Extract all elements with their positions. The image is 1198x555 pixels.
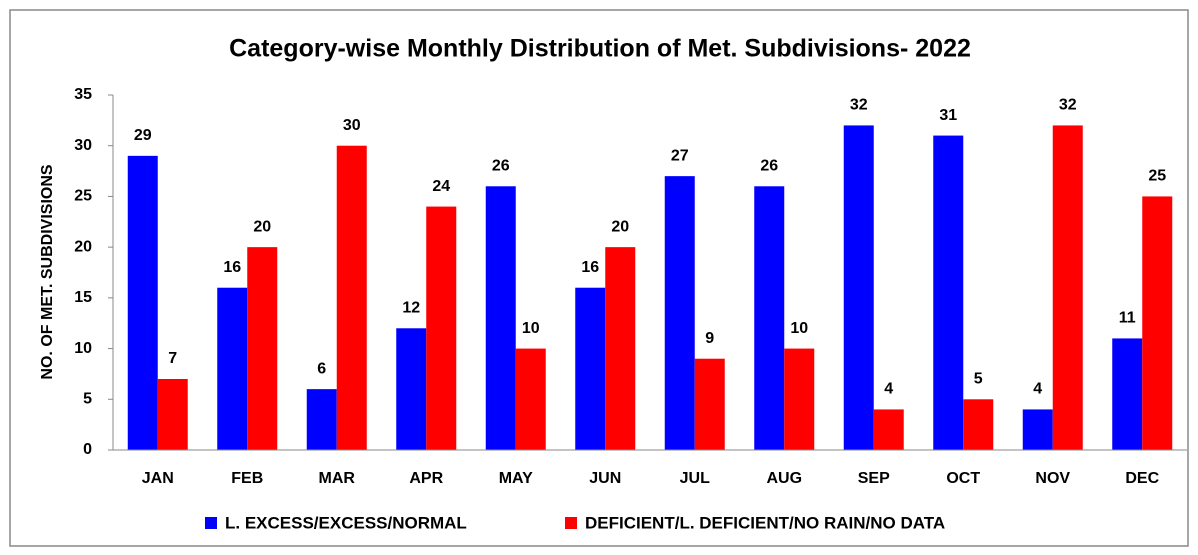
y-axis-label: NO. OF MET. SUBDIVISIONS: [39, 164, 56, 379]
bar: [754, 186, 785, 451]
data-label: 12: [402, 300, 420, 317]
x-tick-label: DEC: [1125, 470, 1159, 487]
data-label: 10: [790, 320, 808, 337]
bar: [873, 409, 904, 450]
x-tick-label: FEB: [231, 470, 263, 487]
bar: [1142, 196, 1173, 450]
data-label: 20: [253, 218, 271, 235]
data-label: 30: [343, 117, 361, 134]
x-tick-label: MAY: [499, 470, 533, 487]
bar: [426, 206, 457, 450]
bar: [963, 399, 994, 450]
data-label: 26: [760, 158, 778, 175]
data-label: 6: [317, 360, 326, 377]
data-label: 26: [492, 158, 510, 175]
y-tick-label: 20: [74, 238, 92, 255]
x-tick-label: APR: [409, 470, 443, 487]
data-label: 25: [1148, 168, 1166, 185]
data-label: 16: [223, 259, 241, 276]
bar: [784, 348, 815, 450]
y-tick-label: 5: [83, 391, 92, 408]
bar: [933, 135, 964, 451]
chart-title: Category-wise Monthly Distribution of Me…: [229, 35, 971, 63]
y-tick-label: 15: [74, 289, 92, 306]
bar: [247, 247, 278, 450]
data-label: 24: [432, 178, 450, 195]
legend-swatch: [205, 517, 217, 529]
bar: [1022, 409, 1053, 450]
chart-frame: [9, 9, 1189, 547]
data-label: 7: [168, 350, 177, 367]
x-tick-label: NOV: [1035, 470, 1070, 487]
x-tick-label: MAR: [319, 470, 356, 487]
bar: [396, 328, 427, 450]
bar: [694, 358, 725, 450]
data-label: 5: [974, 371, 983, 388]
bar: [157, 379, 188, 450]
bar: [575, 287, 606, 450]
data-label: 10: [522, 320, 540, 337]
data-label: 9: [705, 330, 714, 347]
data-label: 32: [1059, 97, 1077, 114]
y-tick-label: 0: [83, 441, 92, 458]
data-label: 20: [611, 218, 629, 235]
data-label: 31: [939, 107, 957, 124]
x-tick-label: JUN: [589, 470, 621, 487]
legend-label: DEFICIENT/L. DEFICIENT/NO RAIN/NO DATA: [585, 513, 945, 532]
bar: [127, 155, 158, 450]
bar: [336, 145, 367, 450]
bar: [515, 348, 546, 450]
x-tick-label: AUG: [766, 470, 802, 487]
data-label: 4: [884, 381, 893, 398]
y-tick-label: 25: [74, 188, 92, 205]
y-tick-label: 35: [74, 86, 92, 103]
bar: [1052, 125, 1083, 450]
bar: [664, 176, 695, 450]
bar: [843, 125, 874, 450]
bar: [217, 287, 248, 450]
data-label: 16: [581, 259, 599, 276]
data-label: 11: [1119, 310, 1136, 327]
legend-label: L. EXCESS/EXCESS/NORMAL: [225, 513, 467, 532]
bar: [605, 247, 636, 450]
data-label: 27: [671, 147, 689, 164]
data-label: 29: [134, 127, 152, 144]
y-tick-label: 10: [74, 340, 92, 357]
data-label: 4: [1033, 381, 1042, 398]
x-tick-label: JUL: [680, 470, 710, 487]
bar: [1112, 338, 1143, 450]
x-tick-label: JAN: [142, 470, 174, 487]
x-tick-label: OCT: [946, 470, 980, 487]
bar: [306, 389, 337, 450]
bar: [485, 186, 516, 451]
y-tick-label: 30: [74, 137, 92, 154]
data-label: 32: [850, 97, 868, 114]
legend-swatch: [565, 517, 577, 529]
x-tick-label: SEP: [858, 470, 890, 487]
